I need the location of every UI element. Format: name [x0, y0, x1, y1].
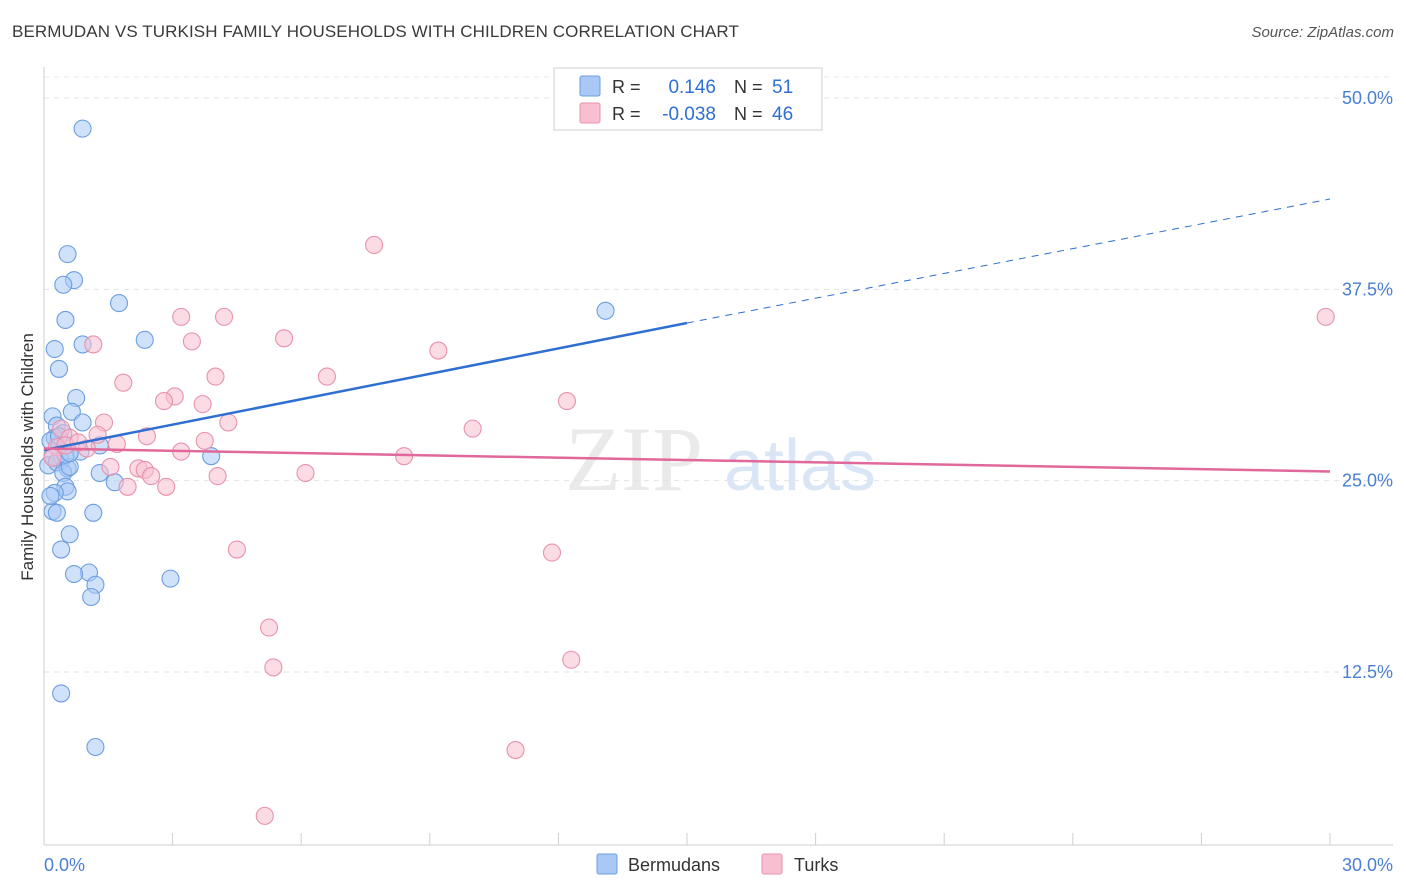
stats-legend-swatch-bermudans	[579, 75, 601, 97]
data-point	[182, 332, 201, 351]
y-tick-label: 50.0%	[1342, 88, 1393, 108]
watermark-atlas: atlas	[724, 426, 876, 506]
data-point	[73, 119, 92, 138]
data-point	[219, 413, 238, 432]
data-point	[54, 275, 73, 294]
axes	[43, 67, 1393, 846]
data-point	[64, 564, 84, 584]
series-turks	[43, 235, 1335, 825]
data-point	[206, 367, 225, 386]
stats-legend-swatch-turks	[579, 102, 601, 124]
data-point	[73, 413, 92, 432]
data-point	[56, 310, 75, 329]
data-point	[259, 618, 279, 637]
data-point	[463, 419, 482, 438]
trend-line-bermudans-extrapolated	[686, 198, 1331, 324]
x-ticks	[43, 833, 1331, 845]
data-point	[227, 540, 246, 559]
data-point	[49, 359, 69, 378]
series-legend-swatch-turks[interactable]	[761, 853, 783, 875]
trend-line-bermudans	[43, 321, 688, 452]
y-tick-label: 12.5%	[1342, 662, 1393, 682]
data-point	[596, 301, 615, 320]
data-point	[193, 395, 212, 414]
chart-title: BERMUDAN VS TURKISH FAMILY HOUSEHOLDS WI…	[12, 22, 739, 41]
stats-legend-n-value-turks: 46	[772, 104, 793, 125]
data-point	[255, 806, 274, 825]
data-point	[161, 569, 180, 588]
data-point	[114, 373, 133, 392]
y-axis-label: Family Households with Children	[18, 333, 37, 581]
data-point	[142, 467, 161, 486]
data-point	[58, 245, 77, 264]
data-point	[109, 294, 129, 313]
stats-legend-r-value-bermudans: 0.146	[668, 77, 716, 98]
gridlines	[44, 76, 1393, 673]
x-tick-label: 0.0%	[44, 855, 85, 875]
data-point	[45, 339, 64, 359]
data-point	[118, 477, 137, 496]
data-point	[52, 684, 71, 703]
data-point	[172, 307, 191, 326]
stats-legend: R = 0.146 N = 51 R = -0.038 N = 46	[553, 67, 823, 131]
scatter-points	[39, 119, 1335, 825]
data-point	[264, 658, 283, 677]
data-point	[60, 525, 79, 544]
data-point	[101, 457, 120, 476]
data-point	[52, 540, 71, 559]
data-point	[154, 392, 174, 411]
data-point	[47, 503, 66, 522]
trend-line-turks	[43, 447, 1331, 473]
data-point	[135, 330, 154, 349]
series-bermudans	[39, 119, 615, 757]
data-point	[557, 392, 577, 411]
data-point	[208, 467, 227, 486]
data-point	[86, 737, 105, 757]
data-point	[275, 329, 294, 348]
data-point	[214, 307, 234, 326]
data-point	[506, 741, 525, 760]
y-tick-labels: 12.5% 25.0% 37.5% 50.0%	[1342, 88, 1393, 682]
x-tick-labels: 0.0% 30.0%	[44, 855, 1393, 875]
data-point	[157, 477, 176, 496]
data-point	[84, 335, 103, 354]
data-point	[62, 402, 81, 421]
data-point	[562, 650, 581, 669]
stats-legend-r-label-bermudans: R =	[612, 77, 641, 97]
stats-legend-n-label-bermudans: N =	[734, 77, 763, 97]
y-tick-label: 25.0%	[1342, 471, 1393, 491]
stats-legend-r-label-turks: R =	[612, 104, 641, 124]
trend-lines	[43, 198, 1331, 473]
data-point	[43, 448, 62, 467]
data-point	[317, 367, 336, 386]
x-tick-label: 30.0%	[1342, 855, 1393, 875]
data-point	[1316, 307, 1335, 326]
series-legend-label-bermudans[interactable]: Bermudans	[628, 855, 720, 875]
y-tick-label: 37.5%	[1342, 279, 1393, 299]
data-point	[542, 543, 562, 562]
series-legend-label-turks[interactable]: Turks	[794, 855, 838, 875]
data-point	[365, 235, 384, 254]
series-legend: Bermudans Turks	[596, 853, 838, 875]
series-legend-swatch-bermudans[interactable]	[596, 853, 618, 875]
data-point	[296, 463, 315, 483]
data-point	[137, 427, 156, 446]
data-point	[195, 431, 214, 450]
stats-legend-r-value-turks: -0.038	[662, 104, 716, 125]
source-credit: Source: ZipAtlas.com	[1251, 24, 1394, 41]
data-point	[429, 341, 448, 360]
data-point	[41, 486, 60, 506]
data-point	[84, 503, 103, 522]
stats-legend-n-label-turks: N =	[734, 104, 763, 124]
stats-legend-n-value-bermudans: 51	[772, 77, 793, 98]
data-point	[82, 587, 101, 607]
